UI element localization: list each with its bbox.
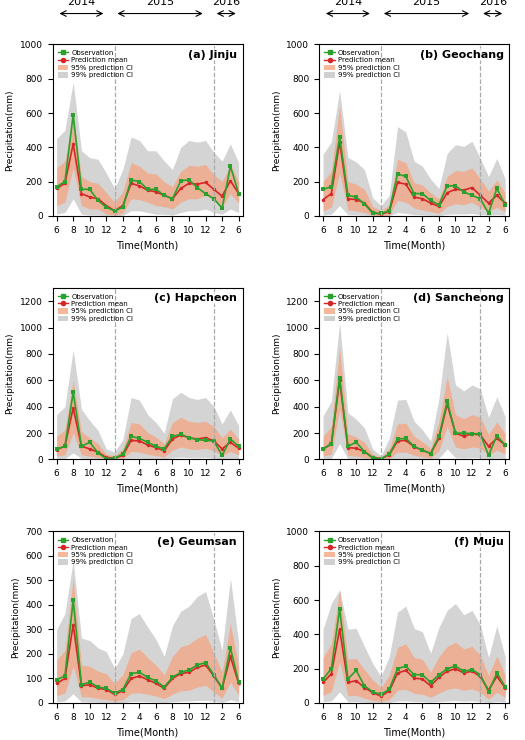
Text: (b) Geochang: (b) Geochang	[419, 50, 503, 59]
Y-axis label: Precipitation(mm): Precipitation(mm)	[271, 576, 281, 658]
Legend: Observation, Prediction mean, 95% prediction CI, 99% prediction CI: Observation, Prediction mean, 95% predic…	[56, 292, 135, 324]
X-axis label: Time(Month): Time(Month)	[117, 240, 179, 250]
Y-axis label: Precipitation(mm): Precipitation(mm)	[271, 90, 281, 171]
Y-axis label: Precipitation(mm): Precipitation(mm)	[271, 333, 281, 414]
Legend: Observation, Prediction mean, 95% prediction CI, 99% prediction CI: Observation, Prediction mean, 95% predic…	[56, 48, 135, 81]
Text: 2014: 2014	[67, 0, 96, 7]
Y-axis label: Precipitation(mm): Precipitation(mm)	[5, 333, 14, 414]
Legend: Observation, Prediction mean, 95% prediction CI, 99% prediction CI: Observation, Prediction mean, 95% predic…	[56, 535, 135, 568]
Y-axis label: Precipitation(mm): Precipitation(mm)	[11, 576, 20, 658]
Legend: Observation, Prediction mean, 95% prediction CI, 99% prediction CI: Observation, Prediction mean, 95% predic…	[322, 48, 402, 81]
X-axis label: Time(Month): Time(Month)	[383, 484, 445, 494]
Y-axis label: Precipitation(mm): Precipitation(mm)	[5, 90, 14, 171]
X-axis label: Time(Month): Time(Month)	[383, 727, 445, 737]
Text: (f) Muju: (f) Muju	[454, 536, 503, 547]
Text: 2016: 2016	[212, 0, 240, 7]
Text: (c) Hapcheon: (c) Hapcheon	[154, 293, 237, 303]
Text: 2015: 2015	[146, 0, 174, 7]
X-axis label: Time(Month): Time(Month)	[117, 484, 179, 494]
Legend: Observation, Prediction mean, 95% prediction CI, 99% prediction CI: Observation, Prediction mean, 95% predic…	[322, 292, 402, 324]
Text: (e) Geumsan: (e) Geumsan	[158, 536, 237, 547]
Text: (d) Sancheong: (d) Sancheong	[413, 293, 503, 303]
X-axis label: Time(Month): Time(Month)	[383, 240, 445, 250]
Text: 2015: 2015	[413, 0, 440, 7]
Text: (a) Jinju: (a) Jinju	[188, 50, 237, 59]
X-axis label: Time(Month): Time(Month)	[117, 727, 179, 737]
Text: 2016: 2016	[479, 0, 507, 7]
Legend: Observation, Prediction mean, 95% prediction CI, 99% prediction CI: Observation, Prediction mean, 95% predic…	[322, 535, 402, 568]
Text: 2014: 2014	[334, 0, 362, 7]
